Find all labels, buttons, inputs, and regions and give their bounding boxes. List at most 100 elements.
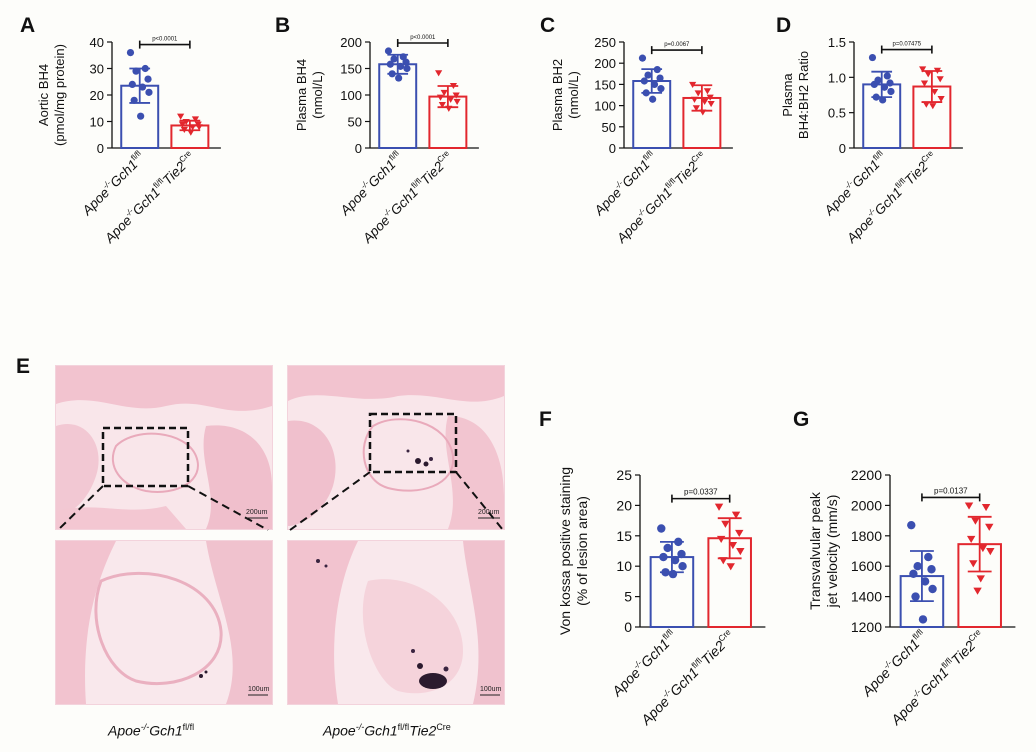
- data-point: [452, 92, 460, 99]
- data-point: [145, 88, 153, 96]
- data-point: [919, 66, 927, 73]
- data-point: [699, 109, 707, 116]
- data-point: [978, 545, 988, 553]
- data-point: [644, 71, 652, 79]
- panel-letter-a: A: [20, 14, 36, 37]
- scale-label-treated-high: 100um: [480, 686, 502, 693]
- data-point: [141, 64, 149, 73]
- data-point: [403, 64, 411, 73]
- data-point: [668, 569, 678, 579]
- data-point: [927, 565, 936, 574]
- data-point: [386, 60, 394, 68]
- data-point: [721, 520, 730, 528]
- y-axis-label: Plasma BH2(nmol/L): [550, 59, 581, 131]
- data-point: [396, 62, 405, 70]
- y-tick-label: 30: [90, 62, 104, 77]
- y-tick-label: 100: [340, 88, 362, 103]
- histology-treated-high-mag: [287, 540, 505, 705]
- tissue-image-control-high: [56, 541, 272, 704]
- data-point: [440, 89, 448, 96]
- histology-control-high-mag: [55, 540, 273, 705]
- data-point: [445, 105, 453, 112]
- data-point: [189, 124, 197, 131]
- y-tick-label: 0: [839, 141, 846, 156]
- data-point: [126, 49, 135, 57]
- y-tick-label: 1.0: [828, 70, 846, 85]
- zoom-box-treated: [368, 412, 458, 474]
- histology-treated-low-mag: [287, 365, 505, 530]
- data-point: [933, 67, 942, 74]
- data-point: [180, 126, 188, 134]
- data-point: [920, 577, 930, 586]
- y-tick-label: 25: [616, 467, 632, 483]
- data-point: [918, 615, 928, 624]
- y-axis-label: Von kossa positive staining(% of lesion …: [557, 467, 590, 635]
- tissue-image-treated-low: [288, 366, 504, 529]
- data-point: [690, 96, 699, 103]
- chart-plasma-bh2: 0 50 100 150 200 250 Plasma BH2(nmol/L) p=0.006…: [550, 35, 733, 246]
- data-point: [971, 517, 980, 525]
- data-point: [931, 88, 939, 96]
- y-axis-label: Plasma BH4(nmol/L): [294, 59, 325, 131]
- histology-label-control: Apoe-/-Gch1fl/fl: [108, 722, 195, 739]
- panel-letter-c: C: [540, 14, 556, 37]
- data-point: [868, 53, 877, 62]
- data-point: [653, 65, 661, 74]
- y-axis-label: Transvalvular peakjet velocity (mm/s): [807, 491, 840, 610]
- data-point: [736, 548, 745, 556]
- data-point: [132, 67, 140, 75]
- data-point: [924, 552, 933, 562]
- data-point: [649, 95, 657, 103]
- data-point: [706, 94, 714, 101]
- y-axis-label: Aortic BH4(pmol/mg protein): [36, 44, 67, 146]
- data-point: [701, 98, 709, 105]
- data-point: [453, 98, 461, 105]
- data-point: [661, 568, 670, 577]
- data-point: [138, 83, 147, 91]
- data-point: [981, 503, 991, 512]
- data-point: [182, 118, 190, 126]
- data-point: [964, 502, 974, 510]
- data-point: [937, 96, 945, 103]
- y-tick-label: 0: [624, 619, 632, 635]
- zoom-line-control-right: [187, 485, 269, 531]
- data-point: [678, 562, 687, 571]
- data-point: [388, 70, 396, 78]
- panel-letter-b: B: [275, 14, 291, 37]
- data-point: [195, 124, 203, 131]
- data-point: [714, 503, 724, 511]
- zoom-line-control-left: [57, 485, 104, 531]
- data-point: [402, 58, 410, 66]
- y-tick-label: 0.5: [828, 106, 846, 121]
- data-point: [976, 575, 985, 583]
- panel-letter-d: D: [776, 14, 792, 37]
- p-value-label: p=0.07475: [893, 42, 922, 48]
- data-point: [447, 96, 455, 103]
- histology-control-low-mag: [55, 365, 273, 530]
- data-point: [137, 112, 145, 120]
- data-point: [924, 71, 932, 78]
- data-point: [966, 535, 976, 544]
- data-point: [670, 555, 680, 565]
- data-point: [674, 537, 683, 547]
- scale-label-control-high: 100um: [248, 686, 270, 693]
- y-tick-label: 0: [97, 141, 104, 156]
- tissue-image-treated-high: [288, 541, 504, 704]
- data-point: [657, 524, 666, 533]
- p-value-label: p<0.0001: [152, 37, 178, 43]
- data-point: [130, 96, 138, 104]
- y-tick-label: 0: [355, 141, 362, 156]
- data-point: [689, 81, 697, 88]
- tissue-image-control-low: [56, 366, 272, 529]
- data-point: [436, 94, 445, 101]
- y-tick-label: 15: [616, 528, 632, 544]
- y-tick-label: 5: [624, 589, 632, 605]
- chart-jet-velocity: 1200 1400 1600 1800 2000 2200 Transvalvular pe…: [807, 467, 1016, 729]
- data-point: [879, 96, 887, 104]
- data-point: [656, 74, 664, 82]
- y-tick-label: 2200: [851, 467, 882, 483]
- data-point: [692, 105, 700, 112]
- y-tick-label: 150: [594, 77, 616, 92]
- data-point: [187, 129, 195, 136]
- y-tick-label: 20: [616, 497, 632, 513]
